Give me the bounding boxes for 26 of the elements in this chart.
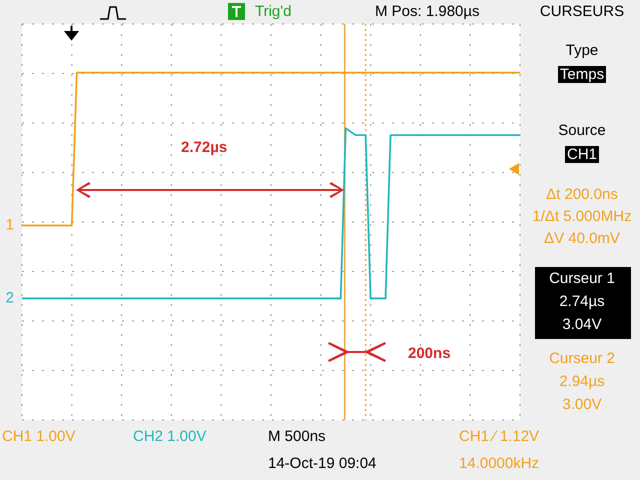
text: Trig'd xyxy=(255,3,292,21)
series-label: 2 xyxy=(6,290,14,307)
annotation: 2.72µs xyxy=(181,139,228,157)
text: Source xyxy=(557,122,607,140)
annotation: 200ns xyxy=(408,345,451,363)
text: CH1 1.00V xyxy=(2,428,76,446)
text: CH1 xyxy=(564,146,599,163)
text: 3.04V xyxy=(561,316,603,334)
text: CH2 1.00V xyxy=(133,428,206,446)
text: 2.94µs xyxy=(558,373,606,391)
text: 1/Δt 5.000MHz xyxy=(531,208,633,226)
series-label: 1 xyxy=(6,216,14,234)
text: CH1 ⁄ 1.12V xyxy=(459,428,540,446)
text: M Pos: 1.980µs xyxy=(375,3,480,21)
text: Type xyxy=(564,42,600,60)
text: ΔV 40.0mV xyxy=(543,230,621,248)
text: CURSEURS xyxy=(538,3,626,21)
text: Δt 200.0ns xyxy=(545,186,619,204)
text: 2.74µs xyxy=(558,293,606,311)
text: Temps xyxy=(558,66,606,83)
text: Curseur 1 xyxy=(548,270,616,288)
text: M 500ns xyxy=(268,428,326,446)
text: 14-Oct-19 09:04 xyxy=(268,455,376,473)
text: 14.0000kHz xyxy=(459,455,540,473)
text: 3.00V xyxy=(561,396,603,414)
text: Curseur 2 xyxy=(548,350,616,368)
